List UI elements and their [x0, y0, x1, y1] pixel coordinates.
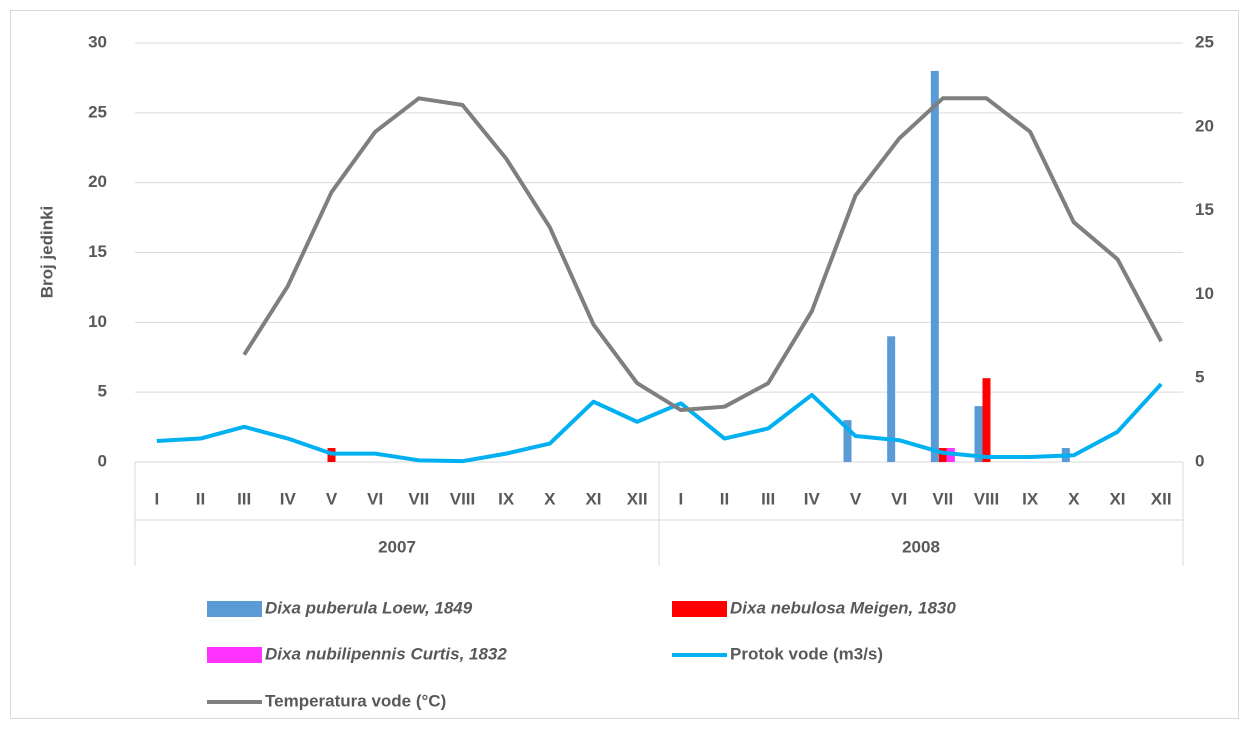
- x-tick-label: X: [1068, 489, 1080, 508]
- line: [242, 96, 1163, 413]
- legend-swatch: [207, 647, 262, 663]
- group-label: 2007: [378, 537, 416, 556]
- line: [156, 382, 1163, 464]
- group-label: 2008: [902, 537, 940, 556]
- x-tick-label: V: [326, 489, 338, 508]
- legend-swatch: [207, 601, 262, 617]
- x-tick-label: IV: [280, 489, 297, 508]
- legend-label: Protok vode (m3/s): [730, 644, 883, 663]
- y2-tick-label: 0: [1195, 451, 1204, 470]
- y-tick-label: 15: [88, 242, 107, 261]
- legend-label: Dixa nebulosa Meigen, 1830: [730, 598, 956, 617]
- x-tick-label: III: [237, 489, 251, 508]
- x-tick-label: II: [196, 489, 205, 508]
- x-tick-label: IX: [498, 489, 515, 508]
- x-tick-label: VIII: [974, 489, 1000, 508]
- x-tick-label: VI: [891, 489, 907, 508]
- x-tick-label: XI: [585, 489, 601, 508]
- y-tick-label: 20: [88, 172, 107, 191]
- bar: [843, 420, 852, 462]
- legend-label: Dixa nubilipennis Curtis, 1832: [265, 644, 507, 663]
- x-tick-label: VI: [367, 489, 383, 508]
- x-tick-label: XI: [1109, 489, 1125, 508]
- bar: [982, 378, 991, 462]
- x-tick-label: VII: [408, 489, 429, 508]
- x-tick-label: I: [678, 489, 683, 508]
- bar: [930, 70, 939, 462]
- y-tick-label: 0: [98, 451, 107, 470]
- x-tick-label: X: [544, 489, 556, 508]
- y-tick-label: 30: [88, 32, 107, 51]
- y2-tick-label: 25: [1195, 32, 1214, 51]
- bar: [887, 336, 896, 462]
- bar: [938, 448, 947, 462]
- x-tick-label: III: [761, 489, 775, 508]
- y2-tick-label: 5: [1195, 368, 1204, 387]
- y2-tick-label: 20: [1195, 116, 1214, 135]
- y2-tick-label: 15: [1195, 200, 1214, 219]
- x-tick-label: XII: [627, 489, 648, 508]
- y2-tick-label: 10: [1195, 284, 1214, 303]
- x-tick-label: VII: [932, 489, 953, 508]
- y-tick-label: 25: [88, 102, 107, 121]
- y-tick-label: 10: [88, 312, 107, 331]
- x-tick-label: VIII: [450, 489, 476, 508]
- x-tick-label: V: [850, 489, 862, 508]
- x-tick-label: XII: [1151, 489, 1172, 508]
- legend-label: Dixa puberula Loew, 1849: [265, 598, 473, 617]
- y-axis-label: Broj jedinki: [37, 206, 56, 299]
- legend-label: Temperatura vode (°C): [265, 691, 446, 710]
- x-tick-label: IV: [804, 489, 821, 508]
- x-tick-label: II: [720, 489, 729, 508]
- legend-swatch: [672, 601, 727, 617]
- y-tick-label: 5: [98, 382, 107, 401]
- x-tick-label: IX: [1022, 489, 1039, 508]
- x-tick-label: I: [154, 489, 159, 508]
- bar: [974, 406, 983, 462]
